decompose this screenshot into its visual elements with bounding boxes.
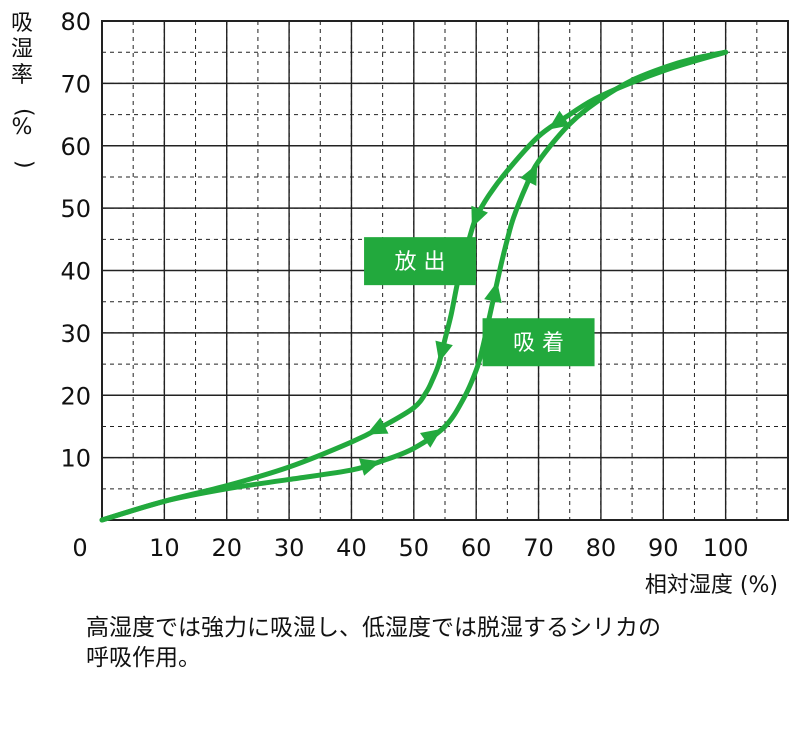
x-tick-label: 10 [149, 534, 180, 562]
x-tick-label: 40 [336, 534, 367, 562]
direction-arrow [520, 163, 538, 186]
y-tick-label: 60 [60, 133, 91, 161]
direction-arrow [366, 417, 389, 435]
direction-arrow [419, 428, 442, 448]
y-tick-label: 40 [60, 258, 91, 286]
annotation-label: 放 出 [364, 237, 477, 286]
y-axis-label-char: 率 [11, 63, 33, 88]
caption-line-2: 呼吸作用。 [86, 645, 201, 671]
caption-line-1: 高湿度では強力に吸湿し、低湿度では脱湿するシリカの [86, 615, 661, 641]
x-tick-label: 20 [211, 534, 242, 562]
annotation-label: 吸 着 [482, 318, 595, 367]
y-tick-label: 70 [60, 70, 91, 98]
y-axis-label: 吸湿率 (%) [11, 11, 37, 169]
direction-arrows [358, 110, 570, 476]
caption: 高湿度では強力に吸湿し、低湿度では脱湿するシリカの 呼吸作用。 [86, 613, 786, 673]
y-axis-label-char: ( [12, 108, 37, 117]
plot-frame [101, 20, 789, 521]
x-axis-label: 相対湿度 (%) [645, 573, 778, 598]
y-axis-label-char: 湿 [11, 37, 33, 62]
x-tick-label: 30 [274, 534, 305, 562]
annotation-box [482, 318, 595, 367]
direction-arrow [435, 340, 453, 363]
x-tick-label: 100 [703, 534, 749, 562]
y-axis-label-char: % [12, 115, 33, 140]
direction-arrow [548, 110, 570, 130]
x-tick-label: 50 [399, 534, 430, 562]
annotations: 放 出吸 着 [364, 237, 595, 367]
annotation-text: 放 出 [395, 250, 446, 275]
y-axis-label-char: ) [12, 160, 37, 169]
direction-arrow [358, 458, 381, 476]
y-tick-label: 30 [60, 320, 91, 348]
y-tick-label: 50 [60, 195, 91, 223]
y-tick-label: 20 [60, 382, 91, 410]
annotation-text: 吸 着 [513, 331, 564, 356]
x-tick-label: 60 [461, 534, 492, 562]
y-axis-label-char: 吸 [11, 11, 33, 36]
axis-labels: 10 20 30 40 50 60 70 80 0 10 20 30 40 50 60 70 80 90 100 相対… [11, 8, 778, 598]
x-tick-label: 90 [648, 534, 679, 562]
x-tick-label: 70 [523, 534, 554, 562]
annotation-box [364, 237, 477, 286]
y-tick-label: 80 [60, 8, 91, 36]
direction-arrow [484, 281, 502, 304]
direction-arrow [471, 205, 488, 228]
axes [101, 20, 789, 521]
grid [102, 21, 788, 520]
x-tick-label: 80 [586, 534, 617, 562]
y-tick-label: 10 [60, 445, 91, 473]
x-tick-label: 0 [72, 534, 87, 562]
